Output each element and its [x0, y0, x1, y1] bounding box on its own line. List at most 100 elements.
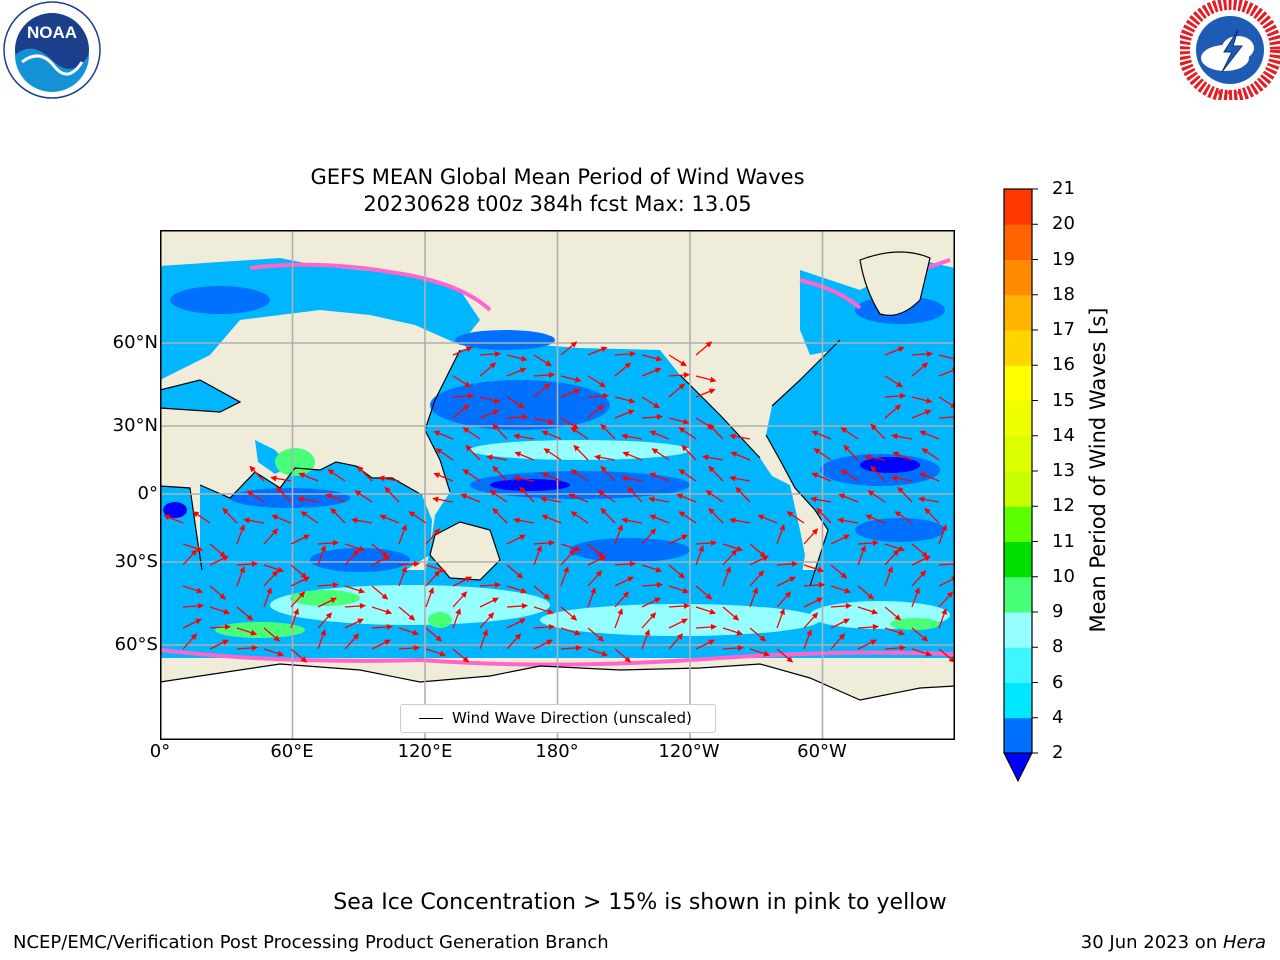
wave-direction-arrowhead — [924, 555, 932, 562]
wave-direction-arrowhead — [948, 656, 955, 663]
wave-direction-arrowhead — [300, 656, 308, 663]
wave-direction-arrowhead — [455, 608, 461, 615]
wave-direction-arrowhead — [489, 362, 497, 369]
wave-direction-arrowhead — [330, 597, 338, 604]
wave-direction-arrowhead — [709, 376, 717, 383]
wave-direction-arrowhead — [271, 514, 279, 521]
lat-tick: 30°N — [112, 415, 158, 436]
lat-tick: 60°N — [112, 332, 158, 353]
legend-line-sample — [419, 718, 443, 719]
wave-direction-arrowhead — [676, 493, 684, 500]
wave-direction-arrowhead — [465, 444, 472, 452]
wave-direction-arrowhead — [622, 451, 630, 458]
wave-direction-arrowhead — [563, 566, 569, 573]
wave-direction-arrowhead — [918, 496, 925, 503]
colorbar-bands — [1004, 189, 1032, 754]
wave-direction-arrowhead — [519, 534, 527, 541]
wave-direction-arrowhead — [163, 514, 171, 521]
wave-direction-arrowhead — [710, 623, 718, 630]
wave-direction-arrowhead — [600, 555, 608, 562]
colorbar-tick-label: 11 — [1052, 530, 1075, 552]
chart-subtitle: 20230628 t00z 384h fcst Max: 13.05 — [363, 192, 752, 216]
wave-direction-arrowhead — [298, 472, 306, 479]
wave-direction-arrowhead — [843, 618, 851, 625]
wave-direction-arrowhead — [708, 639, 716, 646]
colorbar-tick-label: 4 — [1052, 706, 1064, 728]
wave-direction-arrowhead — [192, 511, 200, 518]
wave-direction-arrowhead — [838, 633, 846, 640]
wave-direction-arrowhead — [384, 555, 392, 562]
wave-direction-arrowhead — [351, 517, 358, 524]
wave-direction-arrowhead — [752, 587, 758, 594]
wave-direction-arrowhead — [648, 496, 655, 503]
wave-direction-arrowhead — [330, 507, 337, 515]
wave-direction-arrowhead — [840, 469, 848, 476]
map-frame — [160, 230, 955, 740]
wave-direction-arrowhead — [293, 608, 299, 615]
wave-direction-arrowhead — [303, 534, 311, 541]
wave-direction-arrowhead — [870, 639, 878, 646]
wave-direction-arrowhead — [439, 650, 447, 657]
colorbar-tick-label: 12 — [1052, 495, 1075, 517]
wave-direction-arrowhead — [729, 475, 736, 482]
wave-direction-arrowhead — [386, 623, 394, 630]
wave-direction-arrowhead — [433, 528, 441, 535]
wave-direction-arrowhead — [925, 650, 933, 657]
wave-direction-arrowhead — [519, 367, 527, 374]
credit-text: NCEP/EMC/Verification Post Processing Pr… — [13, 932, 609, 953]
wave-direction-arrowhead — [600, 346, 608, 353]
wave-direction-arrowhead — [919, 472, 927, 479]
wave-direction-arrowhead — [736, 629, 744, 636]
colorbar-band — [1004, 330, 1032, 366]
wave-direction-arrowhead — [492, 423, 499, 431]
wave-direction-arrowhead — [898, 629, 906, 636]
colorbar-tick-marks — [1032, 188, 1038, 754]
wave-direction-arrowhead — [251, 560, 259, 567]
run-date-text: 30 Jun 2023 on — [1080, 932, 1223, 953]
wave-direction-arrowhead — [543, 448, 551, 455]
wave-direction-arrowhead — [627, 409, 635, 416]
wave-direction-arrowhead — [656, 413, 664, 420]
noaa-logo-text: NOAA — [27, 23, 77, 42]
wave-direction-arrowhead — [860, 545, 866, 552]
wave-direction-arrowhead — [870, 465, 877, 473]
wave-direction-arrowhead — [573, 388, 581, 395]
wave-direction-arrowhead — [486, 454, 493, 461]
wave-direction-arrowhead — [654, 367, 662, 374]
wave-direction-arrowhead — [536, 545, 542, 552]
wave-direction-arrowhead — [435, 448, 443, 455]
wave-direction-arrowhead — [681, 618, 689, 625]
wave-direction-arrowhead — [413, 644, 421, 651]
wave-direction-arrowhead — [489, 490, 497, 497]
lon-tick: 60°E — [270, 741, 314, 762]
wave-direction-arrowhead — [249, 465, 256, 473]
wave-direction-arrowhead — [897, 346, 905, 353]
wave-direction-arrowhead — [516, 572, 524, 579]
wave-direction-arrowhead — [520, 587, 528, 594]
machine-name: Hera — [1222, 932, 1266, 953]
wave-direction-arrowhead — [573, 444, 580, 452]
wave-direction-arrowhead — [195, 618, 203, 625]
noaa-logo: NOAA — [2, 0, 102, 104]
wave-direction-arrowhead — [428, 587, 434, 594]
wave-direction-arrowhead — [492, 507, 499, 515]
wave-direction-arrowhead — [482, 629, 488, 636]
wave-direction-arrowhead — [926, 350, 934, 357]
colorbar-tick-label: 20 — [1052, 213, 1075, 235]
wave-direction-arrowhead — [412, 629, 420, 636]
wave-direction-arrowhead — [924, 507, 931, 515]
wave-direction-arrowhead — [196, 545, 204, 552]
wave-direction-arrowhead — [617, 524, 623, 531]
wave-direction-arrowhead — [541, 514, 549, 521]
wave-direction-arrowhead — [521, 413, 529, 420]
colorbar-tick-label: 6 — [1052, 671, 1064, 693]
wave-direction-arrowhead — [439, 566, 447, 573]
wave-direction-arrowhead — [300, 511, 308, 518]
wave-direction-arrowhead — [546, 639, 554, 646]
colorbar-band — [1004, 224, 1032, 260]
wave-direction-arrowhead — [925, 397, 933, 404]
wave-direction-arrowhead — [811, 612, 819, 619]
wave-direction-arrowhead — [378, 475, 385, 482]
wave-direction-arrowhead — [759, 635, 767, 642]
wave-direction-arrowhead — [624, 656, 632, 663]
